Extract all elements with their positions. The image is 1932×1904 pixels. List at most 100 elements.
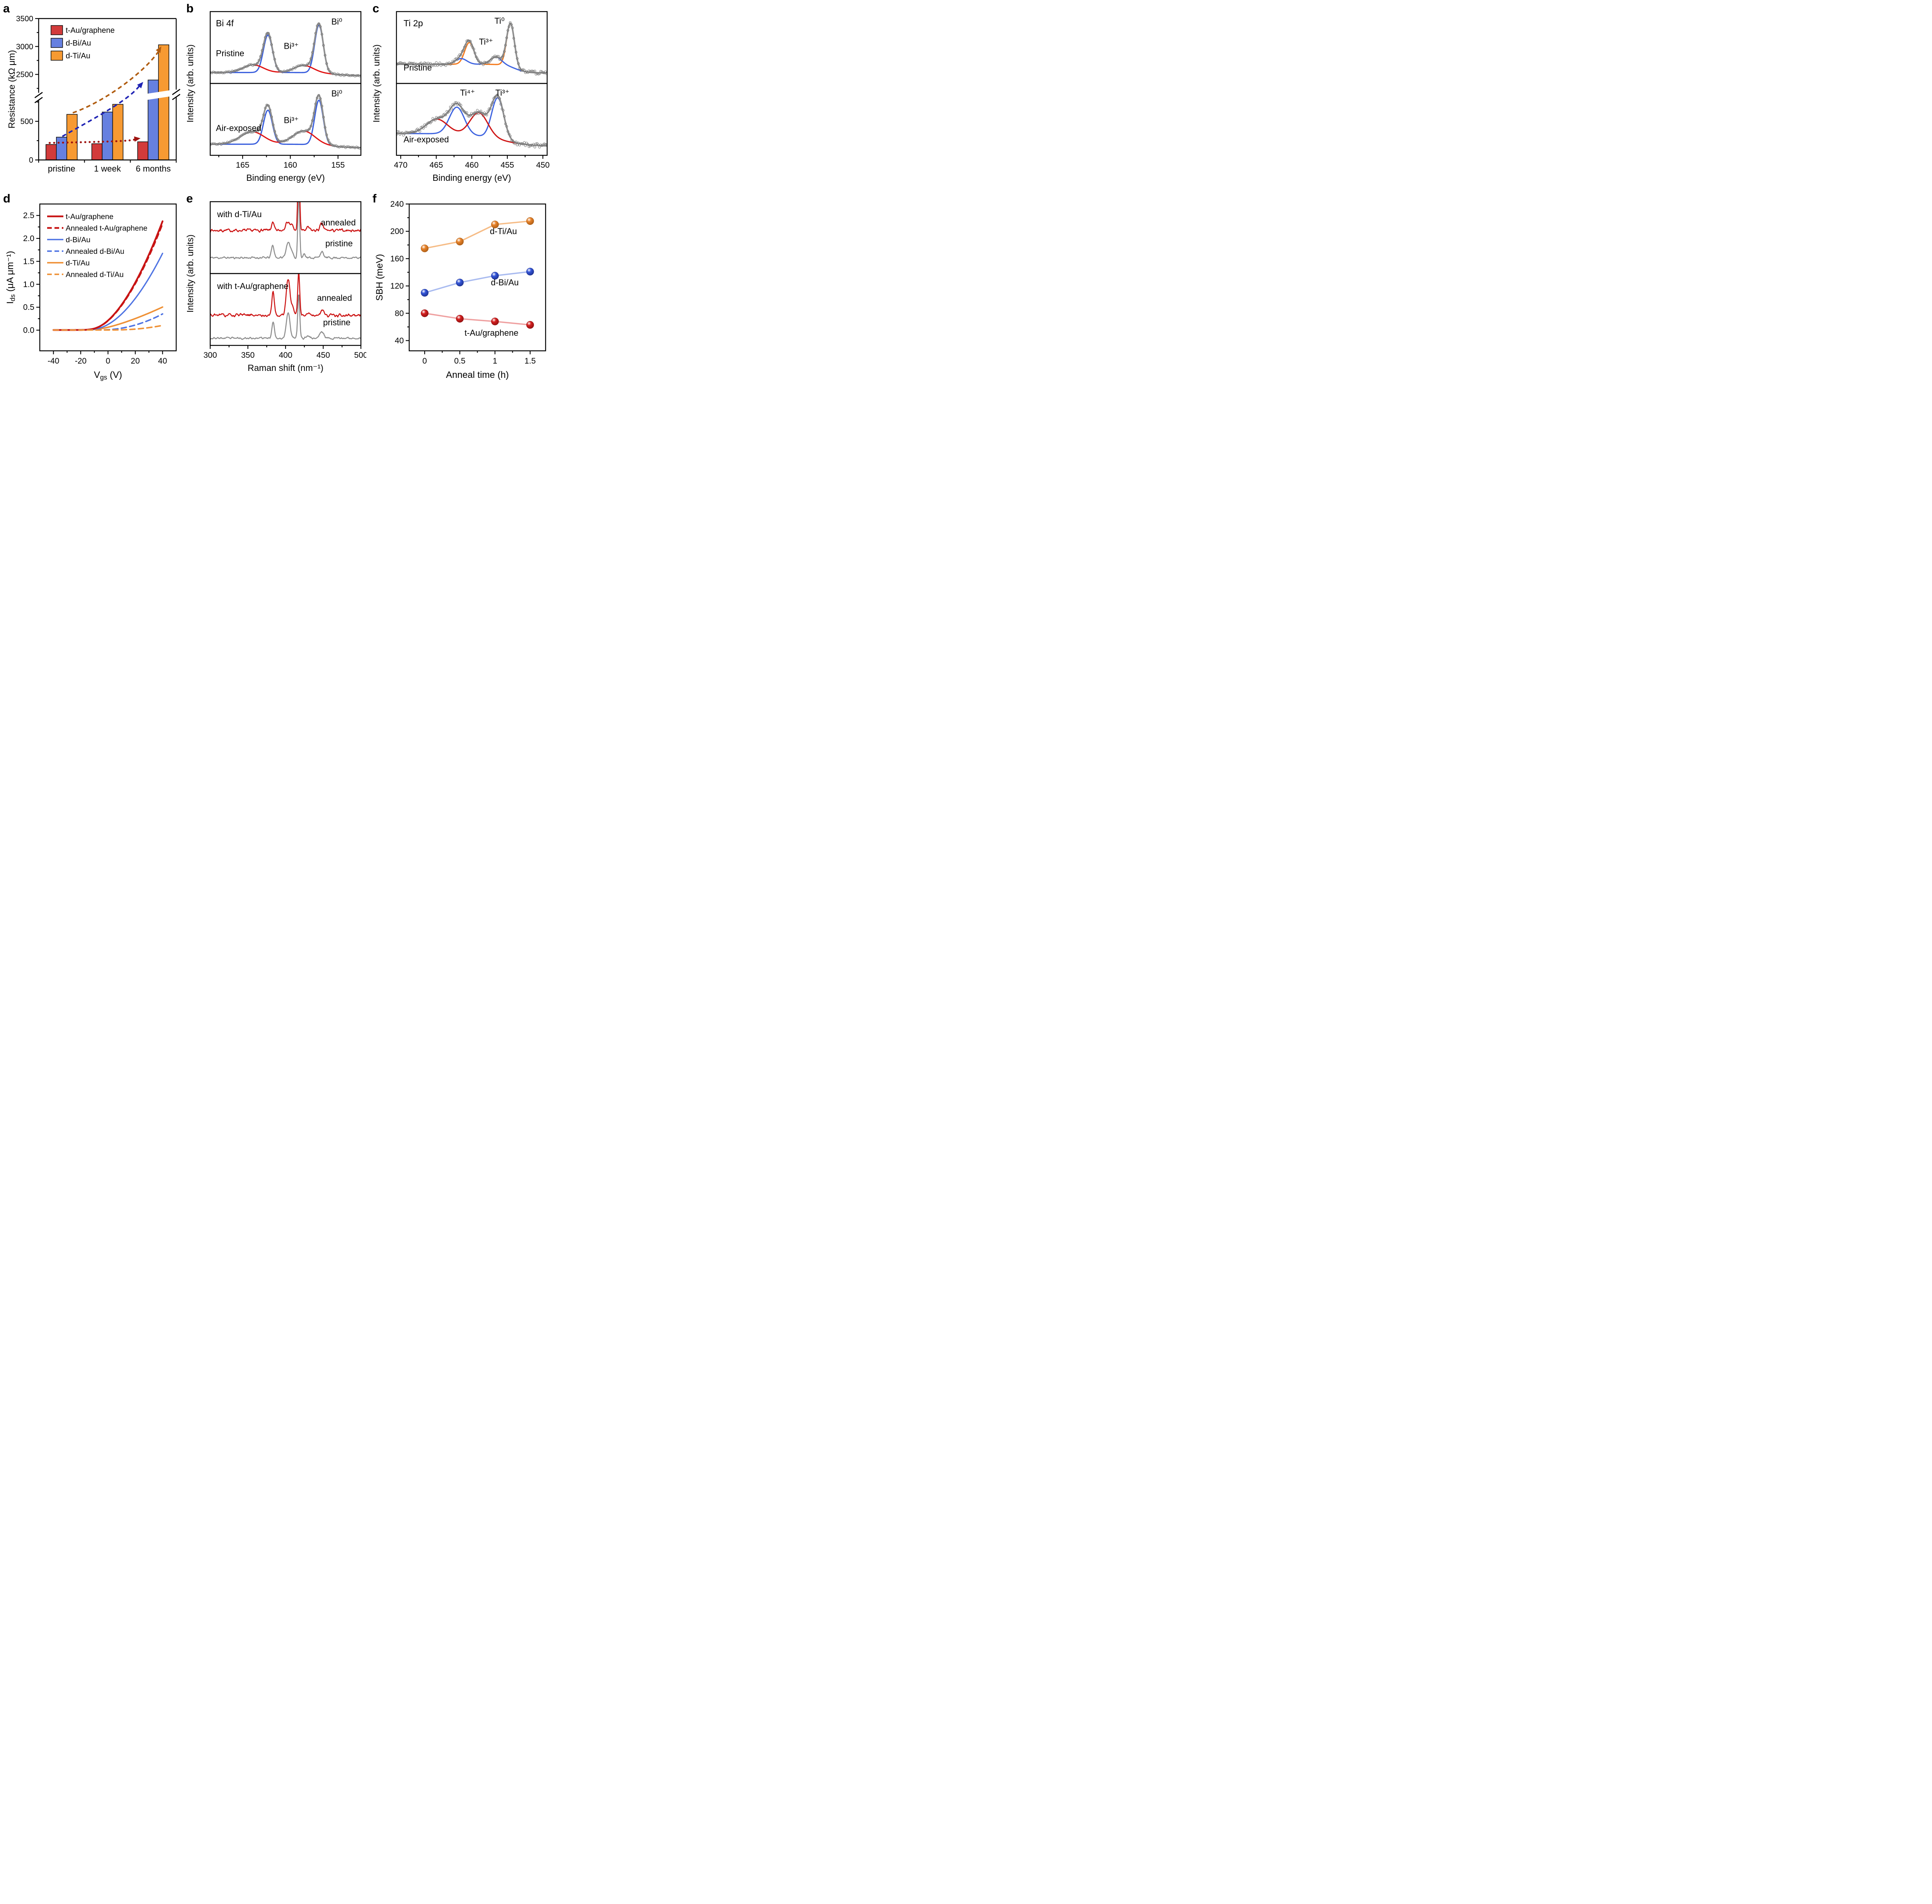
svg-text:450: 450 xyxy=(316,351,330,360)
svg-text:2.5: 2.5 xyxy=(23,211,34,220)
y-tick-labels: 0 500 2500 3000 3500 xyxy=(16,15,34,165)
panel-title: Bi 4f xyxy=(216,18,234,28)
panel-d-chart: -40 -20 0 20 40 0.0 0.5 1.0 1.5 2.0 2.5 Vgs (V) Ids … xyxy=(5,203,177,381)
annotation-pristine-1: pristine xyxy=(323,318,350,327)
annotation-Ti⁰: Ti⁰ xyxy=(495,16,505,26)
y-axis-label: SBH (meV) xyxy=(374,254,385,301)
x-axis-label: Anneal time (h) xyxy=(446,370,509,380)
axis xyxy=(38,18,177,161)
panel-e-label: e xyxy=(186,192,193,205)
svg-text:465: 465 xyxy=(429,161,443,170)
point-d-Bi/Au xyxy=(491,272,499,280)
panel-title: Ti 2p xyxy=(403,18,423,28)
annotation-annealed-0: annealed xyxy=(321,218,356,227)
legend-swatch-d-Ti/Au xyxy=(51,51,63,61)
svg-text:3000: 3000 xyxy=(16,42,34,51)
svg-text:0.5: 0.5 xyxy=(454,357,465,366)
x-cat-6 months: 6 months xyxy=(136,164,171,173)
svg-text:40: 40 xyxy=(158,357,167,366)
line-d-Bi/Au xyxy=(424,271,531,294)
series-label-d-Bi/Au: d-Bi/Au xyxy=(491,277,519,287)
svg-text:450: 450 xyxy=(536,161,549,170)
svg-text:165: 165 xyxy=(236,161,249,170)
x-axis-label: Raman shift (nm⁻¹) xyxy=(248,363,323,373)
annotation-Ti⁴⁺: Ti⁴⁺ xyxy=(460,88,475,98)
panel-b-label: b xyxy=(186,2,194,15)
legend-label-d-Ti/Au: d-Ti/Au xyxy=(66,259,90,267)
annotation-annealed-1: annealed xyxy=(317,293,352,303)
svg-text:400: 400 xyxy=(279,351,292,360)
point-t-Au/graphene xyxy=(526,321,534,329)
xps-subpanel-Pristine xyxy=(211,22,361,78)
panel-f-label: f xyxy=(372,192,377,205)
svg-text:160: 160 xyxy=(284,161,297,170)
svg-text:Vgs (V): Vgs (V) xyxy=(94,370,122,381)
point-d-Ti/Au xyxy=(421,244,429,252)
svg-text:460: 460 xyxy=(465,161,478,170)
x-axis-label: Binding energy (eV) xyxy=(432,173,511,183)
svg-text:470: 470 xyxy=(394,161,408,170)
line-d-Ti/Au xyxy=(424,220,531,249)
series xyxy=(421,217,534,329)
panel-b: b Bi⁰ Bi³⁺ Pristine Bi⁰ Bi³⁺ Air-exposed Bi 4f… xyxy=(186,2,366,189)
svg-text:0.5: 0.5 xyxy=(23,303,34,312)
bar-d-Ti/Au-6 months xyxy=(158,44,169,160)
y-axis-label: Resistance (kΩ μm) xyxy=(7,50,17,129)
svg-text:1: 1 xyxy=(493,357,497,366)
axis xyxy=(209,11,362,156)
panel-c-chart: Ti⁰ Ti³⁺ Pristine Ti⁴⁺ Ti³⁺ Air-exposed Ti 2p 4… xyxy=(372,11,549,183)
bar-t-Au/graphene-6 months xyxy=(137,141,148,160)
point-d-Bi/Au xyxy=(456,279,464,287)
x-cat-1 week: 1 week xyxy=(94,164,121,173)
bar-t-Au/graphene-pristine xyxy=(46,144,57,160)
svg-text:300: 300 xyxy=(203,351,217,360)
trace-pristine xyxy=(211,294,361,340)
data-points xyxy=(211,94,361,150)
legend-label-Annealed d-Ti/Au: Annealed d-Ti/Au xyxy=(66,270,124,279)
svg-text:455: 455 xyxy=(500,161,514,170)
svg-text:80: 80 xyxy=(395,309,404,318)
svg-text:0: 0 xyxy=(422,357,427,366)
panel-c-label: c xyxy=(372,2,379,15)
svg-text:-20: -20 xyxy=(75,357,87,366)
svg-text:1.5: 1.5 xyxy=(23,257,34,266)
line-t-Au/graphene xyxy=(424,313,531,326)
svg-text:240: 240 xyxy=(390,200,404,209)
point-d-Bi/Au xyxy=(421,289,429,297)
y-axis-label: Intensity (arb. units) xyxy=(372,44,381,122)
bar-d-Ti/Au-pristine xyxy=(66,114,78,160)
panel-e: e annealed pristine with d-Ti/Au annealed pr… xyxy=(186,192,366,382)
svg-text:3500: 3500 xyxy=(16,15,34,23)
x-axis-label: Binding energy (eV) xyxy=(246,173,325,183)
curves xyxy=(53,220,163,331)
legend-label-d-Ti/Au: d-Ti/Au xyxy=(66,52,90,60)
bar-d-Bi/Au-6 months xyxy=(148,80,159,160)
legend-swatch-d-Bi/Au xyxy=(51,38,63,48)
annotation-Bi³⁺: Bi³⁺ xyxy=(284,41,299,51)
xps-subpanel-Pristine xyxy=(397,21,547,76)
panel-a-chart: 0 500 2500 3000 3500 pristine 1 week 6 months Re… xyxy=(7,15,180,173)
panel-b-chart: Bi⁰ Bi³⁺ Pristine Bi⁰ Bi³⁺ Air-exposed Bi 4f 16… xyxy=(186,11,362,183)
point-d-Ti/Au xyxy=(456,238,464,246)
svg-text:1.0: 1.0 xyxy=(23,280,34,289)
point-d-Ti/Au xyxy=(491,221,499,228)
annotation-Bi³⁺: Bi³⁺ xyxy=(284,115,299,125)
legend: t-Au/graphene d-Bi/Au d-Ti/Au xyxy=(51,25,115,61)
subpanel-label-Air-exposed: Air-exposed xyxy=(403,135,449,144)
data-points xyxy=(211,22,361,78)
svg-text:350: 350 xyxy=(241,351,255,360)
bar-d-Bi/Au-pristine xyxy=(56,137,67,160)
panel-f-chart: d-Ti/Au d-Bi/Au t-Au/graphene 0 0.5 1 1.5 40 80 1… xyxy=(374,200,546,380)
legend-label-t-Au/graphene: t-Au/graphene xyxy=(66,212,114,221)
svg-text:0.0: 0.0 xyxy=(23,326,34,335)
subpanel-label-Pristine: Pristine xyxy=(216,48,244,58)
y-axis-label: Intensity (arb. units) xyxy=(186,235,195,313)
legend: t-Au/graphene Annealed t-Au/graphene d-Bi/… xyxy=(47,212,147,279)
annotation-Bi⁰: Bi⁰ xyxy=(331,17,342,26)
trace-pristine xyxy=(211,202,361,260)
envelope xyxy=(211,22,361,76)
panel-e-chart: annealed pristine with d-Ti/Au annealed pris… xyxy=(186,201,366,373)
point-t-Au/graphene xyxy=(491,318,499,325)
point-t-Au/graphene xyxy=(456,315,464,323)
raman-subpanel-with t-Au/graphene xyxy=(211,274,361,340)
